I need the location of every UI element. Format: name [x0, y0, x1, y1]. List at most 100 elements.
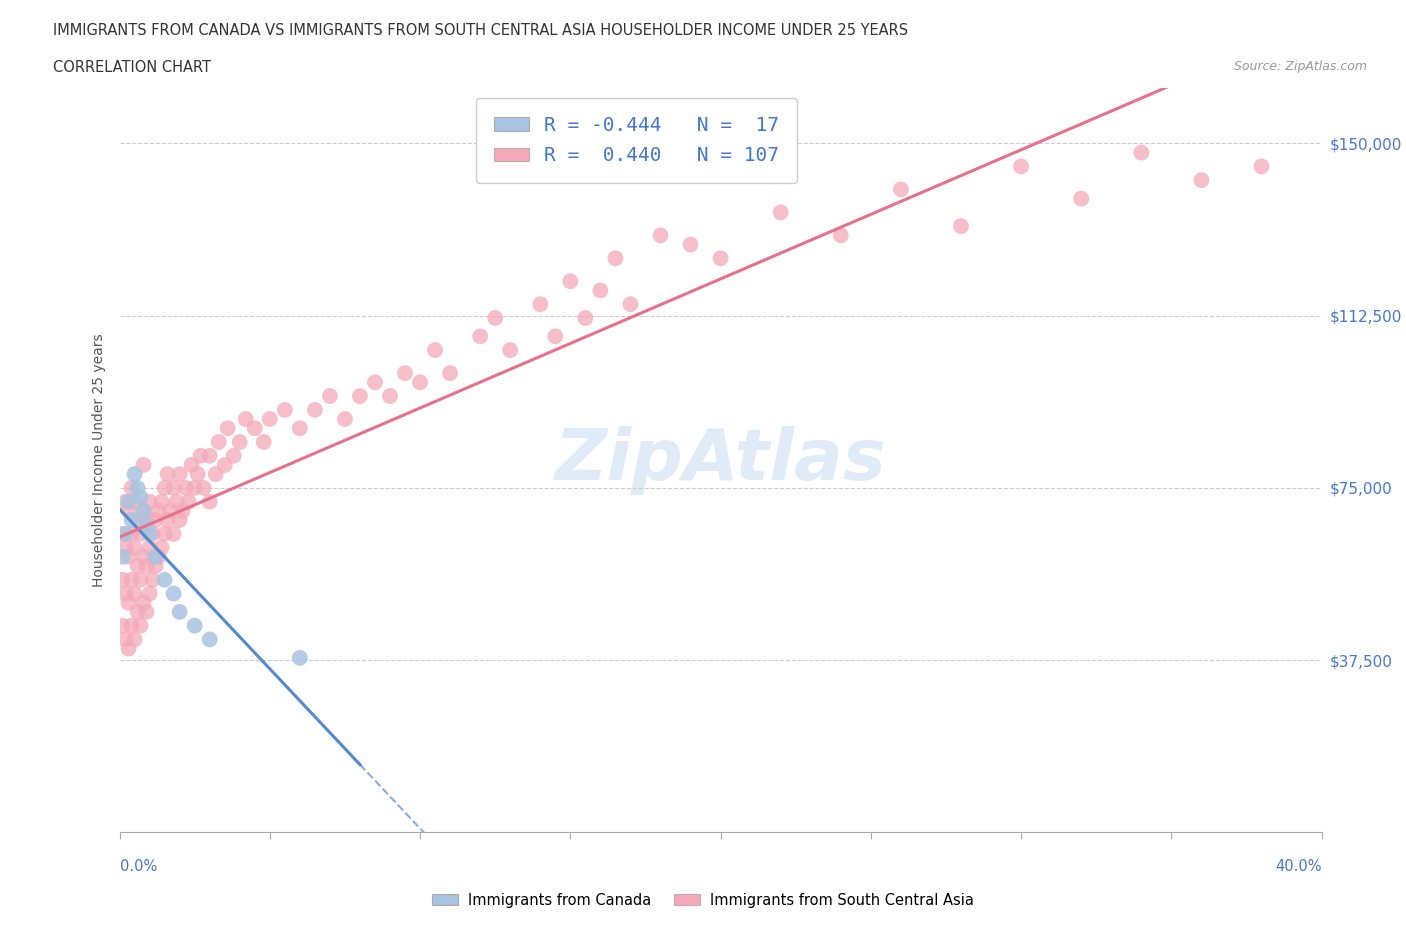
Point — [132, 458, 155, 472]
Point — [169, 512, 191, 527]
Point — [172, 503, 194, 518]
Point — [319, 389, 342, 404]
Point — [145, 512, 167, 527]
Point — [468, 329, 492, 344]
Point — [574, 311, 596, 325]
Point — [150, 540, 173, 555]
Point — [208, 434, 231, 449]
Text: IMMIGRANTS FROM CANADA VS IMMIGRANTS FROM SOUTH CENTRAL ASIA HOUSEHOLDER INCOME : IMMIGRANTS FROM CANADA VS IMMIGRANTS FRO… — [53, 23, 908, 38]
Point — [605, 251, 627, 266]
Point — [148, 503, 170, 518]
Point — [114, 526, 136, 541]
Point — [439, 365, 461, 380]
Point — [162, 481, 184, 496]
Point — [288, 650, 311, 665]
Point — [1250, 159, 1272, 174]
Point — [499, 342, 522, 357]
Point — [1189, 173, 1212, 188]
Point — [560, 273, 582, 288]
Point — [156, 467, 179, 482]
Point — [124, 467, 146, 482]
Point — [187, 467, 209, 482]
Point — [117, 641, 139, 656]
Point — [183, 618, 205, 633]
Point — [364, 375, 387, 390]
Point — [145, 550, 167, 565]
Point — [169, 604, 191, 619]
Point — [259, 412, 281, 427]
Point — [484, 311, 506, 325]
Point — [148, 550, 170, 565]
Point — [180, 458, 202, 472]
Point — [135, 559, 157, 574]
Point — [127, 481, 149, 496]
Point — [114, 586, 136, 601]
Point — [124, 540, 146, 555]
Point — [177, 494, 200, 509]
Point — [159, 503, 181, 518]
Text: 40.0%: 40.0% — [1275, 859, 1322, 874]
Point — [222, 448, 245, 463]
Point — [193, 481, 215, 496]
Text: ZipAtlas: ZipAtlas — [555, 426, 886, 495]
Point — [111, 526, 134, 541]
Point — [132, 503, 155, 518]
Point — [117, 595, 139, 610]
Point — [138, 494, 160, 509]
Point — [121, 572, 143, 587]
Point — [129, 572, 152, 587]
Point — [153, 572, 176, 587]
Point — [204, 467, 226, 482]
Point — [333, 412, 356, 427]
Point — [274, 403, 297, 418]
Point — [124, 586, 146, 601]
Point — [138, 540, 160, 555]
Point — [129, 618, 152, 633]
Point — [127, 512, 149, 527]
Point — [111, 550, 134, 565]
Point — [117, 550, 139, 565]
Point — [121, 526, 143, 541]
Point — [288, 420, 311, 435]
Point — [619, 297, 641, 312]
Point — [830, 228, 852, 243]
Point — [124, 494, 146, 509]
Point — [135, 512, 157, 527]
Point — [253, 434, 276, 449]
Point — [243, 420, 266, 435]
Point — [162, 586, 184, 601]
Point — [114, 494, 136, 509]
Point — [114, 540, 136, 555]
Point — [138, 586, 160, 601]
Point — [650, 228, 672, 243]
Point — [409, 375, 432, 390]
Text: Source: ZipAtlas.com: Source: ZipAtlas.com — [1233, 60, 1367, 73]
Point — [138, 526, 160, 541]
Point — [132, 595, 155, 610]
Text: CORRELATION CHART: CORRELATION CHART — [53, 60, 211, 75]
Point — [117, 503, 139, 518]
Point — [378, 389, 401, 404]
Point — [529, 297, 551, 312]
Point — [117, 494, 139, 509]
Point — [162, 526, 184, 541]
Point — [129, 526, 152, 541]
Point — [169, 467, 191, 482]
Point — [228, 434, 252, 449]
Point — [132, 550, 155, 565]
Point — [142, 526, 165, 541]
Point — [142, 572, 165, 587]
Point — [304, 403, 326, 418]
Point — [198, 632, 221, 647]
Point — [423, 342, 446, 357]
Point — [156, 512, 179, 527]
Point — [127, 559, 149, 574]
Point — [121, 618, 143, 633]
Point — [217, 420, 239, 435]
Point — [174, 481, 197, 496]
Point — [235, 412, 257, 427]
Point — [709, 251, 731, 266]
Point — [150, 494, 173, 509]
Text: 0.0%: 0.0% — [120, 859, 156, 874]
Point — [1070, 192, 1092, 206]
